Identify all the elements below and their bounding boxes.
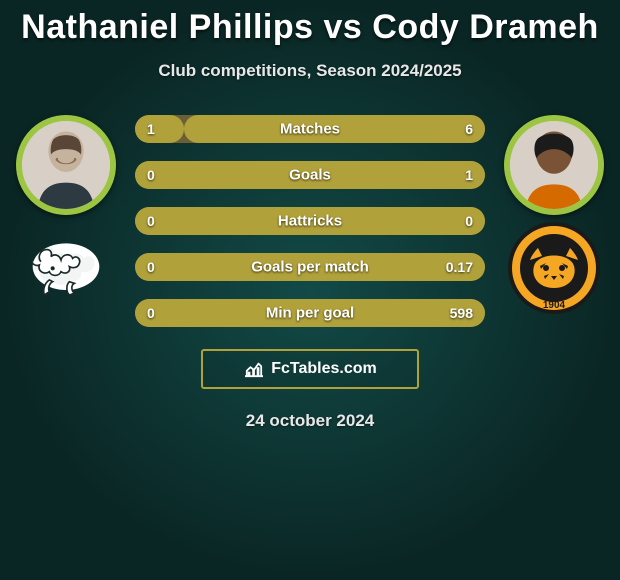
stat-left-value: 0 <box>147 259 155 275</box>
right-club-badge: 1904 <box>504 233 604 303</box>
chart-icon <box>243 360 265 378</box>
stat-left-value: 0 <box>147 213 155 229</box>
bar-fill-left <box>135 115 184 143</box>
stat-row: 1 Matches 6 <box>135 115 485 143</box>
stat-label: Goals <box>289 167 331 184</box>
stat-left-value: 1 <box>147 121 155 137</box>
left-club-badge <box>16 233 116 303</box>
left-side <box>11 109 121 303</box>
stat-row: 0 Hattricks 0 <box>135 207 485 235</box>
stat-label: Min per goal <box>266 305 354 322</box>
stat-left-value: 0 <box>147 305 155 321</box>
stats-bars: 1 Matches 6 0 Goals 1 0 Hattricks 0 0 Goals per ma… <box>135 109 485 327</box>
stat-right-value: 6 <box>465 121 473 137</box>
compare-area: 1 Matches 6 0 Goals 1 0 Hattricks 0 0 Goals per ma… <box>0 109 620 327</box>
stat-label: Hattricks <box>278 213 342 230</box>
player-silhouette-icon <box>22 121 110 209</box>
left-player-avatar <box>16 115 116 215</box>
brand-box: FcTables.com <box>201 349 419 389</box>
tiger-badge-icon: 1904 <box>504 218 604 318</box>
right-side: 1904 <box>499 109 609 303</box>
stat-row: 0 Goals per match 0.17 <box>135 253 485 281</box>
ram-badge-icon <box>16 235 116 302</box>
date-text: 24 october 2024 <box>0 411 620 431</box>
player-silhouette-icon <box>510 121 598 209</box>
right-player-avatar <box>504 115 604 215</box>
page-title: Nathaniel Phillips vs Cody Drameh <box>0 0 620 47</box>
svg-text:1904: 1904 <box>543 300 566 311</box>
stat-right-value: 1 <box>465 167 473 183</box>
stat-label: Goals per match <box>251 259 369 276</box>
stat-row: 0 Min per goal 598 <box>135 299 485 327</box>
stat-label: Matches <box>280 121 340 138</box>
stat-left-value: 0 <box>147 167 155 183</box>
brand-text: FcTables.com <box>271 360 377 378</box>
stat-right-value: 0 <box>465 213 473 229</box>
stat-row: 0 Goals 1 <box>135 161 485 189</box>
subtitle: Club competitions, Season 2024/2025 <box>0 61 620 81</box>
stat-right-value: 0.17 <box>446 259 473 275</box>
stat-right-value: 598 <box>450 305 473 321</box>
